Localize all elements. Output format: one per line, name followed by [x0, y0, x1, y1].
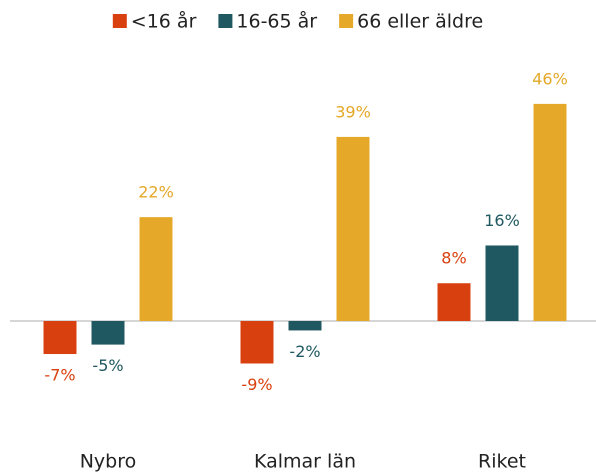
data-label: 39% — [335, 102, 371, 121]
x-tick-label: Nybro — [80, 451, 137, 472]
bar — [240, 321, 274, 364]
data-label: 16% — [484, 211, 520, 230]
x-tick-label: Riket — [478, 451, 526, 472]
legend-label: 66 eller äldre — [357, 11, 483, 33]
data-label: -5% — [92, 356, 123, 375]
legend-label: 16-65 år — [236, 10, 317, 33]
bar — [139, 217, 173, 321]
bar — [437, 283, 471, 321]
data-label: 8% — [441, 249, 466, 268]
legend-label: <16 år — [131, 10, 197, 33]
bar — [288, 321, 322, 331]
legend-swatch — [112, 14, 127, 28]
data-label: -7% — [44, 366, 75, 385]
data-label: 22% — [138, 183, 174, 202]
bar — [91, 321, 125, 345]
data-label: 46% — [532, 69, 568, 88]
bar — [336, 136, 370, 321]
data-label: -9% — [241, 375, 272, 394]
bar — [43, 321, 77, 355]
bar — [533, 103, 567, 321]
x-tick-label: Kalmar län — [254, 451, 356, 472]
data-label: -2% — [289, 342, 320, 361]
legend-swatch — [218, 14, 233, 28]
bar — [485, 245, 519, 321]
legend-swatch — [339, 14, 354, 28]
